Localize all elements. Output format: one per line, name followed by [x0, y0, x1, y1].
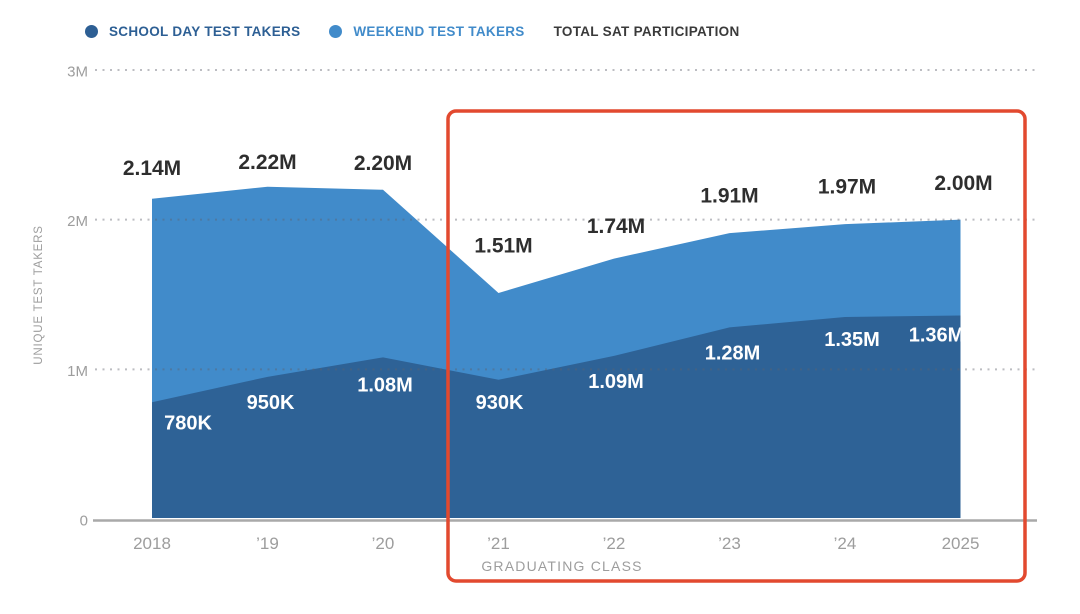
school-day-label-1.09M: 1.09M	[588, 371, 644, 393]
school-day-dot-icon	[85, 25, 98, 38]
total-label-2.00M: 2.00M	[934, 172, 992, 195]
total-label-1.51M: 1.51M	[474, 234, 532, 257]
school-day-label-1.28M: 1.28M	[705, 342, 761, 364]
x-tick-label-4: ’21	[487, 534, 510, 553]
total-label-2.20M: 2.20M	[354, 152, 412, 175]
highlight-box-2021-2025	[446, 109, 1027, 583]
x-tick-label-2: ’19	[256, 534, 279, 553]
total-label-1.97M: 1.97M	[818, 176, 876, 199]
y-tick-label-3M: 3M	[67, 63, 88, 80]
y-tick-label-2M: 2M	[67, 213, 88, 230]
chart-legend: SCHOOL DAY TEST TAKERS WEEKEND TEST TAKE…	[85, 24, 740, 39]
school-day-label-930K: 930K	[476, 392, 524, 414]
legend-item-total: TOTAL SAT PARTICIPATION	[554, 24, 740, 39]
total-label-2.14M: 2.14M	[123, 157, 181, 180]
x-tick-label-5: ’22	[603, 534, 626, 553]
total-label-2.22M: 2.22M	[238, 151, 296, 174]
x-tick-label-1: 2018	[133, 534, 171, 553]
school-day-label-950K: 950K	[247, 392, 295, 414]
school-day-label-780K: 780K	[164, 412, 212, 434]
x-tick-label-7: ’24	[834, 534, 857, 553]
school-day-test-takers-area	[152, 315, 961, 518]
x-tick-label-8: 2025	[942, 534, 980, 553]
legend-item-school-day: SCHOOL DAY TEST TAKERS	[85, 24, 300, 39]
y-axis-title: UNIQUE TEST TAKERS	[33, 225, 45, 364]
legend-label-total: TOTAL SAT PARTICIPATION	[553, 24, 740, 39]
school-day-label-1.35M: 1.35M	[824, 329, 880, 351]
x-tick-label-3: ’20	[372, 534, 395, 553]
x-tick-label-6: ’23	[718, 534, 741, 553]
total-label-1.91M: 1.91M	[700, 185, 758, 208]
legend-label-school-day: SCHOOL DAY TEST TAKERS	[109, 24, 301, 39]
x-axis-title: GRADUATING CLASS	[481, 558, 642, 574]
school-day-label-1.36M: 1.36M	[909, 324, 965, 346]
legend-label-weekend: WEEKEND TEST TAKERS	[353, 24, 525, 39]
y-tick-label-1M: 1M	[67, 363, 88, 380]
school-day-label-1.08M: 1.08M	[357, 374, 413, 396]
weekend-dot-icon	[329, 25, 343, 38]
y-tick-label-0: 0	[80, 513, 88, 530]
legend-item-weekend: WEEKEND TEST TAKERS	[329, 24, 524, 39]
total-label-1.74M: 1.74M	[587, 215, 645, 238]
